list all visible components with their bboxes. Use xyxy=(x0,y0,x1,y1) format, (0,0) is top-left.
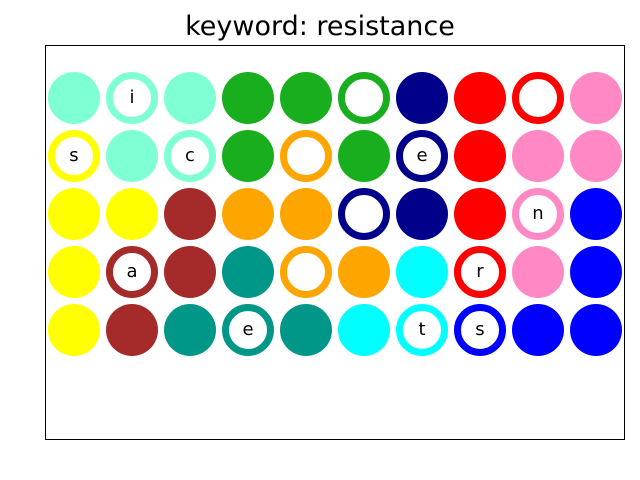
circle-letter: r xyxy=(476,261,484,282)
circle-r4-c1[interactable] xyxy=(48,246,100,298)
circle-r4-c9[interactable] xyxy=(512,246,564,298)
circle-r4-c2[interactable]: a xyxy=(106,246,158,298)
circle-letter: s xyxy=(475,319,485,340)
circle-r2-c10[interactable] xyxy=(570,130,622,182)
circle-r2-c3[interactable]: c xyxy=(164,130,216,182)
circle-r2-c1[interactable]: s xyxy=(48,130,100,182)
circle-r4-c10[interactable] xyxy=(570,246,622,298)
circle-r1-c6[interactable] xyxy=(338,72,390,124)
circle-r4-c8[interactable]: r xyxy=(454,246,506,298)
circle-r3-c7[interactable] xyxy=(396,188,448,240)
circle-letter: t xyxy=(418,319,426,340)
circle-r4-c3[interactable] xyxy=(164,246,216,298)
circle-r5-c7[interactable]: t xyxy=(396,304,448,356)
circle-r5-c10[interactable] xyxy=(570,304,622,356)
circle-r1-c9[interactable] xyxy=(512,72,564,124)
circle-r1-c3[interactable] xyxy=(164,72,216,124)
circle-letter: i xyxy=(129,87,135,108)
circle-r2-c9[interactable] xyxy=(512,130,564,182)
circle-r5-c9[interactable] xyxy=(512,304,564,356)
circle-letter: n xyxy=(532,203,544,224)
circle-r4-c4[interactable] xyxy=(222,246,274,298)
circle-r3-c4[interactable] xyxy=(222,188,274,240)
circle-r3-c8[interactable] xyxy=(454,188,506,240)
circle-letter: a xyxy=(126,261,138,282)
circle-r3-c9[interactable]: n xyxy=(512,188,564,240)
circle-r3-c6[interactable] xyxy=(338,188,390,240)
circle-r1-c8[interactable] xyxy=(454,72,506,124)
circle-r2-c5[interactable] xyxy=(280,130,332,182)
circle-r3-c5[interactable] xyxy=(280,188,332,240)
circle-r5-c4[interactable]: e xyxy=(222,304,274,356)
game-board: i s c e n a r e t s xyxy=(45,45,625,440)
keyword-title: keyword: resistance xyxy=(185,11,455,42)
circle-r3-c3[interactable] xyxy=(164,188,216,240)
circle-r4-c5[interactable] xyxy=(280,246,332,298)
circle-r3-c2[interactable] xyxy=(106,188,158,240)
circle-letter: s xyxy=(69,145,79,166)
circle-r1-c5[interactable] xyxy=(280,72,332,124)
circle-letter: e xyxy=(242,319,254,340)
circle-letter: e xyxy=(416,145,428,166)
circle-r3-c10[interactable] xyxy=(570,188,622,240)
circle-r5-c2[interactable] xyxy=(106,304,158,356)
circle-r2-c2[interactable] xyxy=(106,130,158,182)
circle-letter: c xyxy=(185,145,195,166)
circle-r1-c2[interactable]: i xyxy=(106,72,158,124)
circle-r5-c1[interactable] xyxy=(48,304,100,356)
circle-r1-c7[interactable] xyxy=(396,72,448,124)
circle-r2-c6[interactable] xyxy=(338,130,390,182)
circle-r1-c10[interactable] xyxy=(570,72,622,124)
circle-r5-c6[interactable] xyxy=(338,304,390,356)
circle-r2-c7[interactable]: e xyxy=(396,130,448,182)
circle-r1-c1[interactable] xyxy=(48,72,100,124)
circle-r5-c5[interactable] xyxy=(280,304,332,356)
circle-r2-c4[interactable] xyxy=(222,130,274,182)
circle-r2-c8[interactable] xyxy=(454,130,506,182)
circle-r4-c7[interactable] xyxy=(396,246,448,298)
circle-r4-c6[interactable] xyxy=(338,246,390,298)
circle-r3-c1[interactable] xyxy=(48,188,100,240)
circle-r5-c8[interactable]: s xyxy=(454,304,506,356)
circle-r5-c3[interactable] xyxy=(164,304,216,356)
circle-r1-c4[interactable] xyxy=(222,72,274,124)
